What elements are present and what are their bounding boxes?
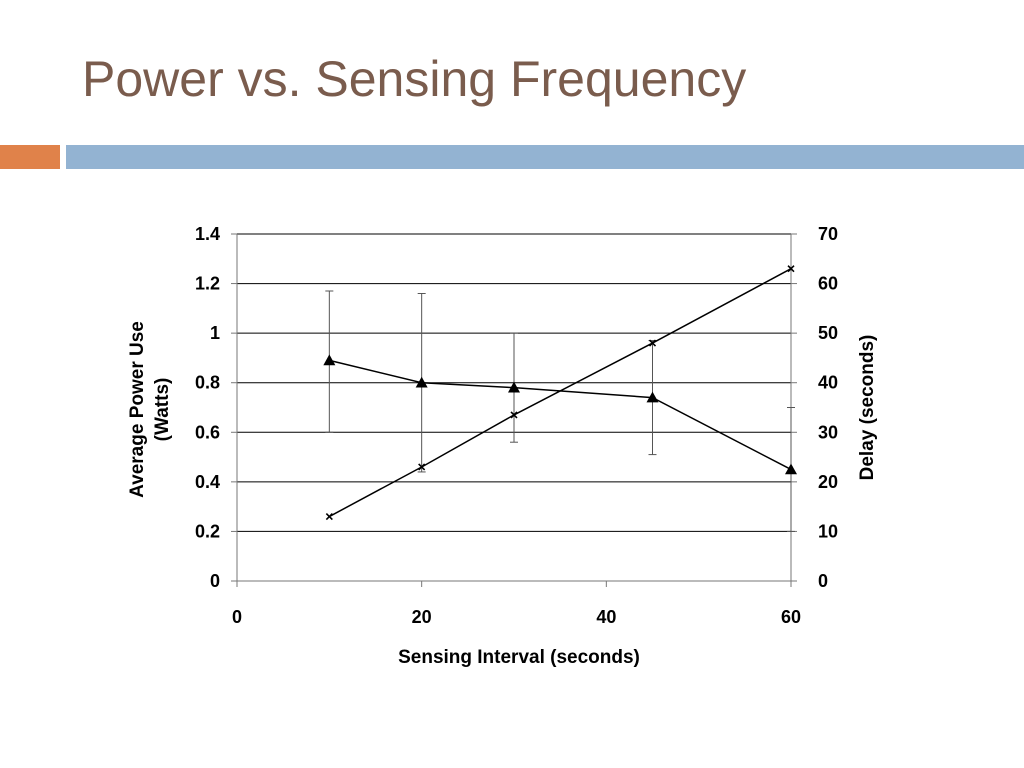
average-power-use-line xyxy=(329,359,792,471)
y-tick-label: 1.4 xyxy=(195,224,220,244)
y-axis-label-line: Average Power Use xyxy=(127,321,148,498)
x-axis-label: Sensing Interval (seconds) xyxy=(398,647,640,668)
y-tick-label: 1.2 xyxy=(195,274,220,294)
slide-title: Power vs. Sensing Frequency xyxy=(82,51,747,107)
average-power-use-point xyxy=(646,391,659,403)
delay-line xyxy=(328,268,792,518)
delay-point xyxy=(510,411,518,419)
x-tick-label: 20 xyxy=(412,607,432,627)
tick-labels: 0 0.2 0.4 0.6 0.8 1 1.2 1.4 0 10 20 30 40 50 60 70 0 20 40… xyxy=(195,224,838,627)
average-power-use-point xyxy=(785,463,797,475)
marker-stroke xyxy=(648,339,657,347)
x-tick-label: 40 xyxy=(596,607,616,627)
y2-axis-label: Delay (seconds) xyxy=(857,335,878,481)
delay-point xyxy=(418,463,426,471)
y2-tick-label: 60 xyxy=(818,274,838,294)
y-axis-label-line: (Watts) xyxy=(152,378,173,442)
delay-point xyxy=(648,339,657,347)
average-power-use-point xyxy=(323,354,336,366)
x-tick-label: 60 xyxy=(781,607,801,627)
y-tick-label: 0.2 xyxy=(195,521,220,541)
y2-tick-label: 30 xyxy=(818,422,838,442)
y2-tick-label: 20 xyxy=(818,472,838,492)
y-tick-label: 0.8 xyxy=(195,373,220,393)
y2-tick-label: 50 xyxy=(818,323,838,343)
y2-tick-label: 0 xyxy=(818,571,828,591)
axis-labels: Sensing Interval (seconds) Average Power … xyxy=(127,321,878,668)
error-bars xyxy=(325,290,795,532)
delay-point xyxy=(325,512,333,521)
y2-tick-label: 40 xyxy=(818,373,838,393)
series-lines xyxy=(328,268,792,518)
average-power-use-point xyxy=(415,376,428,388)
series-markers xyxy=(323,265,797,521)
delay-point xyxy=(787,265,795,273)
average-power-use-point xyxy=(508,381,520,393)
y-tick-label: 0 xyxy=(210,571,220,591)
marker-stroke xyxy=(787,265,795,273)
y-tick-label: 0.4 xyxy=(195,472,220,492)
y2-tick-label: 10 xyxy=(818,521,838,541)
y2-tick-label: 70 xyxy=(818,224,838,244)
y-tick-label: 0.6 xyxy=(195,422,220,442)
marker-stroke xyxy=(325,512,333,521)
marker-stroke xyxy=(510,411,518,419)
x-tick-label: 0 xyxy=(232,607,242,627)
title-accent-bar-orange xyxy=(0,145,60,169)
y-tick-label: 1 xyxy=(210,323,220,343)
title-accent-bar-blue xyxy=(66,145,1024,169)
marker-stroke xyxy=(418,463,426,471)
